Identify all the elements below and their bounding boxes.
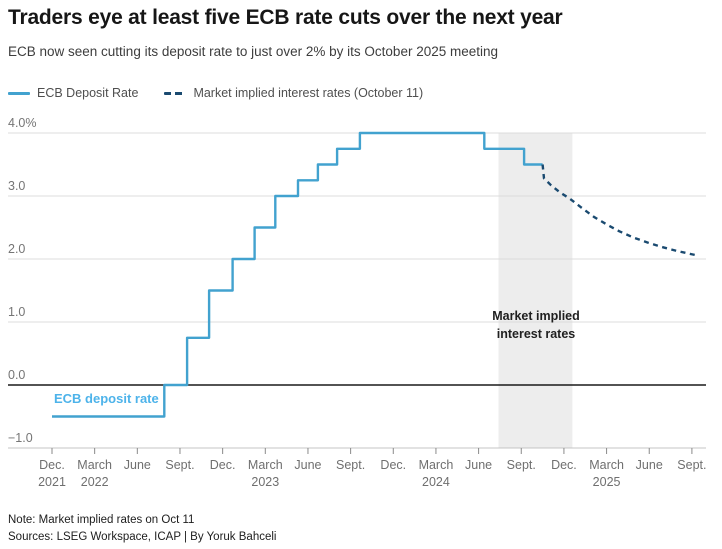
chart-sources: Sources: LSEG Workspace, ICAP | By Yoruk…: [8, 531, 277, 543]
x-axis-tick-label: March: [589, 458, 624, 472]
x-axis-tick-label: June: [636, 458, 663, 472]
legend-item-market-implied: Market implied interest rates (October 1…: [164, 86, 423, 100]
x-axis-tick-label: Sept.: [165, 458, 194, 472]
x-axis-tick-label: March: [248, 458, 283, 472]
market-implied-line: [541, 164, 697, 257]
legend-label: ECB Deposit Rate: [37, 86, 139, 100]
x-axis-tick-label: June: [465, 458, 492, 472]
page-title: Traders eye at least five ECB rate cuts …: [8, 6, 563, 29]
x-axis-tick-label: Dec.: [380, 458, 406, 472]
chart-note: Note: Market implied rates on Oct 11: [8, 514, 195, 526]
chart-legend: ECB Deposit Rate Market implied interest…: [8, 86, 423, 100]
x-axis-tick-label: Sept.: [677, 458, 706, 472]
x-axis-tick-label: March: [419, 458, 454, 472]
legend-item-ecb-deposit-rate: ECB Deposit Rate: [8, 86, 138, 100]
market-implied-annotation: Market implied interest rates: [492, 309, 580, 341]
forecast-highlight-band: [498, 133, 573, 448]
x-axis-year-label: 2022: [81, 475, 109, 489]
legend-label: Market implied interest rates (October 1…: [193, 86, 424, 100]
x-axis-tick-label: Dec.: [210, 458, 236, 472]
x-axis-tick-label: Dec.: [551, 458, 577, 472]
solid-line-swatch-icon: [8, 91, 30, 95]
x-axis-tick-label: March: [77, 458, 112, 472]
y-axis-tick-label: −1.0: [8, 431, 33, 445]
y-axis-tick-label: 4.0%: [8, 116, 37, 130]
x-axis-tick-label: June: [124, 458, 151, 472]
y-axis-tick-label: 0.0: [8, 368, 25, 382]
x-axis-tick-label: Sept.: [336, 458, 365, 472]
x-axis-tick-label: Sept.: [507, 458, 536, 472]
dashed-line-swatch-icon: [164, 91, 187, 95]
x-axis-year-label: 2025: [593, 475, 621, 489]
x-axis-year-label: 2021: [38, 475, 66, 489]
y-axis-tick-label: 2.0: [8, 242, 25, 256]
y-axis-tick-label: 3.0: [8, 179, 25, 193]
x-axis-year-label: 2024: [422, 475, 450, 489]
x-axis-tick-label: Dec.: [39, 458, 65, 472]
chart-subtitle: ECB now seen cutting its deposit rate to…: [8, 44, 499, 59]
ecb-deposit-rate-line: [52, 131, 543, 418]
x-axis-tick-label: June: [294, 458, 321, 472]
y-axis-tick-label: 1.0: [8, 305, 25, 319]
x-axis-year-label: 2023: [251, 475, 279, 489]
ecb-deposit-rate-annotation: ECB deposit rate: [54, 391, 159, 406]
